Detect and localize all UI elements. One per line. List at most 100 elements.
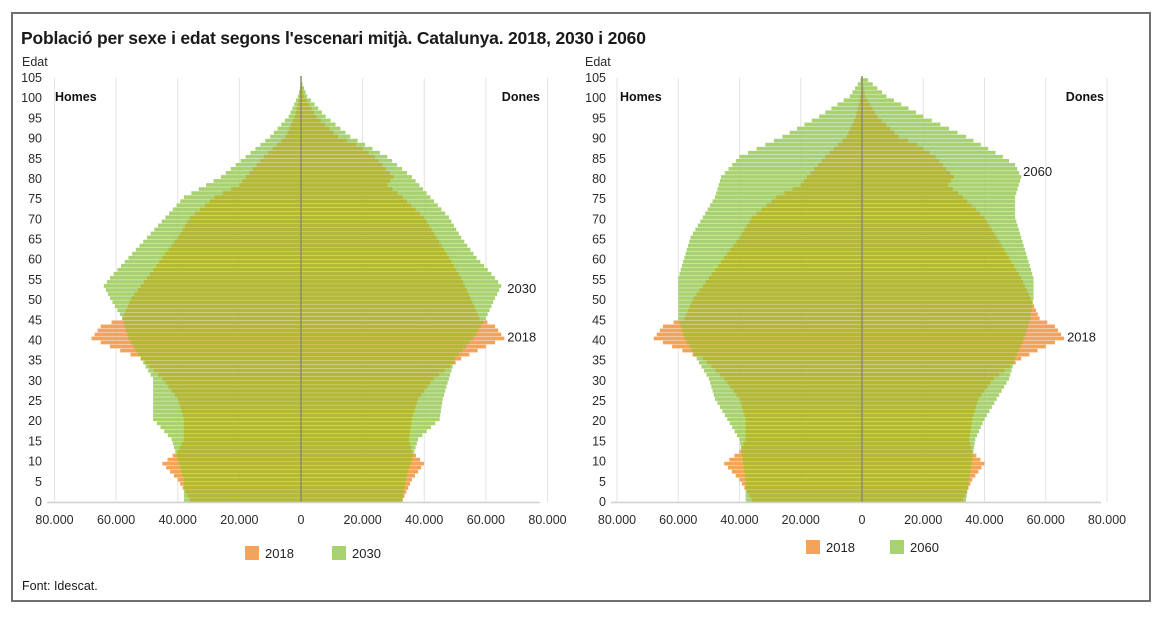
bar-dones-age-90-overlap xyxy=(301,134,338,139)
bar-dones-age-93-outer xyxy=(862,122,941,127)
y-tick-label: 90 xyxy=(28,132,42,146)
bar-dones-age-43-overlap xyxy=(862,324,1028,329)
bar-dones-age-16-overlap xyxy=(862,433,970,438)
bar-dones-age-98-outer xyxy=(862,102,902,107)
bar-homes-age-47-overlap xyxy=(125,308,301,313)
bar-dones-age-60-overlap xyxy=(862,255,1009,260)
bar-dones-age-104-outer xyxy=(862,78,869,82)
bar-homes-age-83-outer xyxy=(732,163,862,167)
bar-dones-age-7-overlap xyxy=(301,469,409,474)
bar-dones-age-26-overlap xyxy=(301,393,422,397)
bar-dones-age-73-overlap xyxy=(301,203,412,208)
bar-dones-age-46-overlap xyxy=(301,312,478,317)
bar-homes-age-99-outer xyxy=(843,98,862,103)
bar-dones-age-69-overlap xyxy=(301,219,427,224)
y-tick-label: 25 xyxy=(28,394,42,408)
bar-dones-age-99-outer xyxy=(862,98,894,103)
bar-homes-age-92-overlap xyxy=(289,126,301,131)
legend-label-2018: 2018 xyxy=(826,540,855,555)
bar-dones-age-35-overlap xyxy=(301,356,456,361)
bar-dones-age-6-overlap xyxy=(862,473,970,478)
bar-dones-age-96-overlap xyxy=(301,110,314,115)
bar-dones-age-59-overlap xyxy=(301,259,452,264)
bar-homes-age-98-overlap xyxy=(297,102,301,107)
y-tick-label: 20 xyxy=(592,414,606,428)
bar-homes-age-23-overlap xyxy=(741,405,862,409)
bar-homes-age-81-overlap xyxy=(249,171,301,175)
bar-dones-age-39-overlap xyxy=(862,340,1023,345)
bar-dones-age-4-overlap xyxy=(301,482,406,486)
bar-dones-age-71-overlap xyxy=(301,211,420,216)
bar-homes-age-60-overlap xyxy=(724,255,862,260)
bar-homes-age-92-outer xyxy=(797,126,862,131)
bar-dones-age-30-overlap xyxy=(301,377,434,381)
bar-dones-age-84-overlap xyxy=(301,158,379,163)
bar-dones-age-22-overlap xyxy=(862,409,975,413)
bar-dones-age-74-overlap xyxy=(862,199,968,203)
bar-homes-age-63-overlap xyxy=(171,243,301,248)
bar-dones-age-54-overlap xyxy=(301,280,464,284)
bar-dones-age-31-overlap xyxy=(301,372,440,377)
bar-dones-age-11-overlap xyxy=(862,453,973,458)
bar-dones-age-85-overlap xyxy=(862,154,936,159)
x-tick-label: 60.000 xyxy=(467,513,505,527)
bar-homes-age-89-outer xyxy=(773,138,862,143)
bar-dones-age-89-overlap xyxy=(862,138,908,143)
bar-dones-age-58-overlap xyxy=(862,263,1014,268)
bar-dones-age-15-overlap xyxy=(301,437,409,442)
bar-homes-age-22-overlap xyxy=(743,409,862,413)
bar-dones-age-79-overlap xyxy=(301,179,391,183)
bar-homes-age-31-overlap xyxy=(158,372,301,377)
bar-dones-age-42-overlap xyxy=(301,328,479,333)
bar-homes-age-94-overlap xyxy=(292,118,301,123)
bar-dones-age-24-overlap xyxy=(301,401,417,405)
bar-homes-age-13-overlap xyxy=(179,445,301,450)
bar-homes-age-52-overlap xyxy=(137,288,301,292)
y-tick-label: 5 xyxy=(599,475,606,489)
y-tick-label: 100 xyxy=(585,91,606,105)
y-tick-label: 10 xyxy=(592,455,606,469)
bar-dones-age-41-overlap xyxy=(862,332,1026,337)
bar-homes-age-57-overlap xyxy=(153,267,301,272)
bar-dones-age-55-overlap xyxy=(301,276,462,280)
bar-dones-age-82-overlap xyxy=(862,167,947,171)
bar-dones-age-88-overlap xyxy=(862,142,918,147)
bar-dones-age-25-overlap xyxy=(301,397,419,401)
bar-dones-age-93-overlap xyxy=(301,122,326,127)
bar-homes-age-77-overlap xyxy=(231,187,301,191)
bar-dones-age-58-overlap xyxy=(301,263,454,268)
bar-dones-age-18-overlap xyxy=(301,425,411,430)
bar-dones-age-42-overlap xyxy=(862,328,1027,333)
bar-dones-age-62-overlap xyxy=(301,247,444,252)
y-tick-label: 0 xyxy=(35,495,42,509)
bar-dones-age-18-overlap xyxy=(862,425,972,430)
bar-homes-age-12-overlap xyxy=(741,449,862,454)
bar-homes-age-98-outer xyxy=(837,102,862,107)
bar-dones-age-95-overlap xyxy=(301,114,317,119)
bar-homes-age-95-overlap xyxy=(294,114,301,119)
bar-homes-age-84-overlap xyxy=(260,158,301,163)
y-tick-label: 85 xyxy=(28,152,42,166)
bar-homes-age-59-overlap xyxy=(721,259,862,264)
bar-homes-age-40-overlap xyxy=(684,336,862,341)
bar-homes-age-62-overlap xyxy=(730,247,862,252)
dones-label: Dones xyxy=(502,90,540,104)
bar-dones-age-9-overlap xyxy=(301,461,411,466)
bar-dones-age-40-overlap xyxy=(301,336,474,341)
chart-title: Població per sexe i edat segons l'escena… xyxy=(21,28,646,48)
bar-dones-age-24-overlap xyxy=(862,401,978,405)
bar-homes-age-16-overlap xyxy=(745,433,862,438)
bar-homes-age-27-overlap xyxy=(733,389,862,393)
bar-homes-age-46-overlap xyxy=(124,312,301,317)
bar-dones-age-79-overlap xyxy=(862,179,951,183)
bar-dones-age-31-overlap xyxy=(862,372,1000,377)
bar-dones-age-38-overlap xyxy=(862,344,1021,349)
bar-homes-age-71-overlap xyxy=(195,211,301,216)
bar-homes-age-91-overlap xyxy=(848,130,862,135)
bar-homes-age-32-overlap xyxy=(715,368,862,373)
bar-homes-age-68-overlap xyxy=(746,223,862,228)
bar-homes-age-5-overlap xyxy=(745,477,862,482)
bar-dones-age-99-overlap xyxy=(862,98,868,103)
bar-homes-age-99-overlap xyxy=(859,98,862,103)
